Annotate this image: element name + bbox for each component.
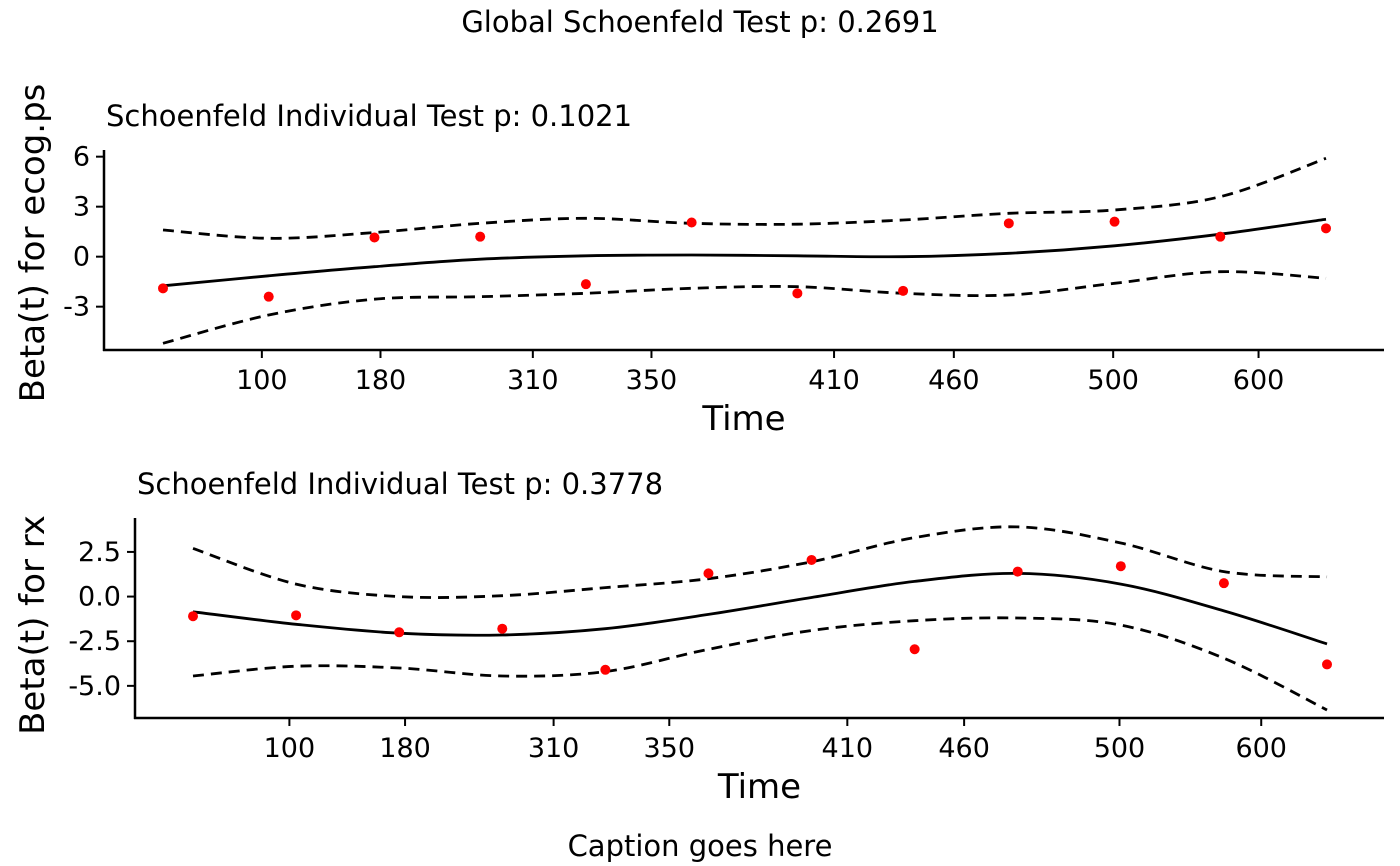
y-tick-label: -3 xyxy=(63,292,90,323)
y-tick-label: -2.5 xyxy=(68,626,121,657)
x-tick-label: 410 xyxy=(822,733,874,764)
residual-point xyxy=(909,644,920,655)
residual-point xyxy=(806,554,817,565)
y-tick-label: 0.0 xyxy=(78,582,121,613)
x-tick-label: 180 xyxy=(379,733,431,764)
residual-point xyxy=(1218,578,1229,589)
residual-point xyxy=(792,288,803,299)
x-tick-label: 500 xyxy=(1087,365,1139,396)
lower-band-line xyxy=(192,616,1328,712)
residual-point xyxy=(394,627,405,638)
x-tick-label: 500 xyxy=(1094,733,1146,764)
upper-band-line xyxy=(192,525,1328,599)
x-tick-label: 600 xyxy=(1233,365,1285,396)
x-tick-label: 310 xyxy=(528,733,580,764)
residual-point xyxy=(686,217,697,228)
y-tick-label: 2.5 xyxy=(78,537,121,568)
panel-rx: Schoenfeld Individual Test p: 0.3778 -5.0… xyxy=(13,467,1384,807)
figure-title: Global Schoenfeld Test p: 0.2691 xyxy=(461,5,938,39)
residual-point xyxy=(898,285,909,296)
y-axis-label: Beta(t) for ecog.ps xyxy=(13,84,53,403)
smooth-fit-line xyxy=(162,217,1327,288)
x-tick-label: 180 xyxy=(355,365,407,396)
residual-point xyxy=(158,283,168,294)
residual-point xyxy=(600,664,611,675)
residual-point xyxy=(369,232,380,243)
x-tick-label: 310 xyxy=(507,365,559,396)
y-tick-label: -5.0 xyxy=(68,671,121,702)
residual-point xyxy=(188,611,198,622)
panel-title: Schoenfeld Individual Test p: 0.3778 xyxy=(137,467,663,501)
lower-band-line xyxy=(162,270,1327,345)
panel-ecog-ps: Schoenfeld Individual Test p: 0.1021 -3 0 3… xyxy=(13,84,1384,439)
x-tick-label: 600 xyxy=(1235,733,1287,764)
residual-point xyxy=(497,623,508,634)
x-tick-label: 350 xyxy=(644,733,696,764)
residual-point xyxy=(580,279,591,290)
residual-point xyxy=(1109,216,1120,227)
residual-point xyxy=(1012,566,1023,577)
y-tick-label: 0 xyxy=(73,242,90,273)
residual-point xyxy=(1003,218,1014,229)
residual-point xyxy=(703,568,714,579)
y-tick-label: 6 xyxy=(73,142,90,173)
x-tick-label: 100 xyxy=(236,365,288,396)
residual-point xyxy=(291,610,302,621)
residual-point xyxy=(1322,659,1332,670)
x-tick-label: 460 xyxy=(928,365,980,396)
panel-title: Schoenfeld Individual Test p: 0.1021 xyxy=(106,99,632,133)
x-tick-label: 410 xyxy=(808,365,860,396)
residual-point xyxy=(1321,223,1331,234)
x-tick-label: 100 xyxy=(264,733,316,764)
x-tick-label: 350 xyxy=(626,365,678,396)
x-tick-label: 460 xyxy=(938,733,990,764)
y-tick-label: 3 xyxy=(73,192,90,223)
upper-band-line xyxy=(162,156,1327,240)
residual-point xyxy=(1115,561,1126,572)
x-axis-label: Time xyxy=(717,767,801,807)
residual-point xyxy=(263,291,274,302)
figure-caption: Caption goes here xyxy=(568,829,833,863)
residual-point xyxy=(1215,231,1226,242)
x-axis-label: Time xyxy=(701,399,785,439)
y-axis-label: Beta(t) for rx xyxy=(13,515,53,735)
residual-point xyxy=(475,231,486,242)
smooth-fit-line xyxy=(192,571,1328,646)
